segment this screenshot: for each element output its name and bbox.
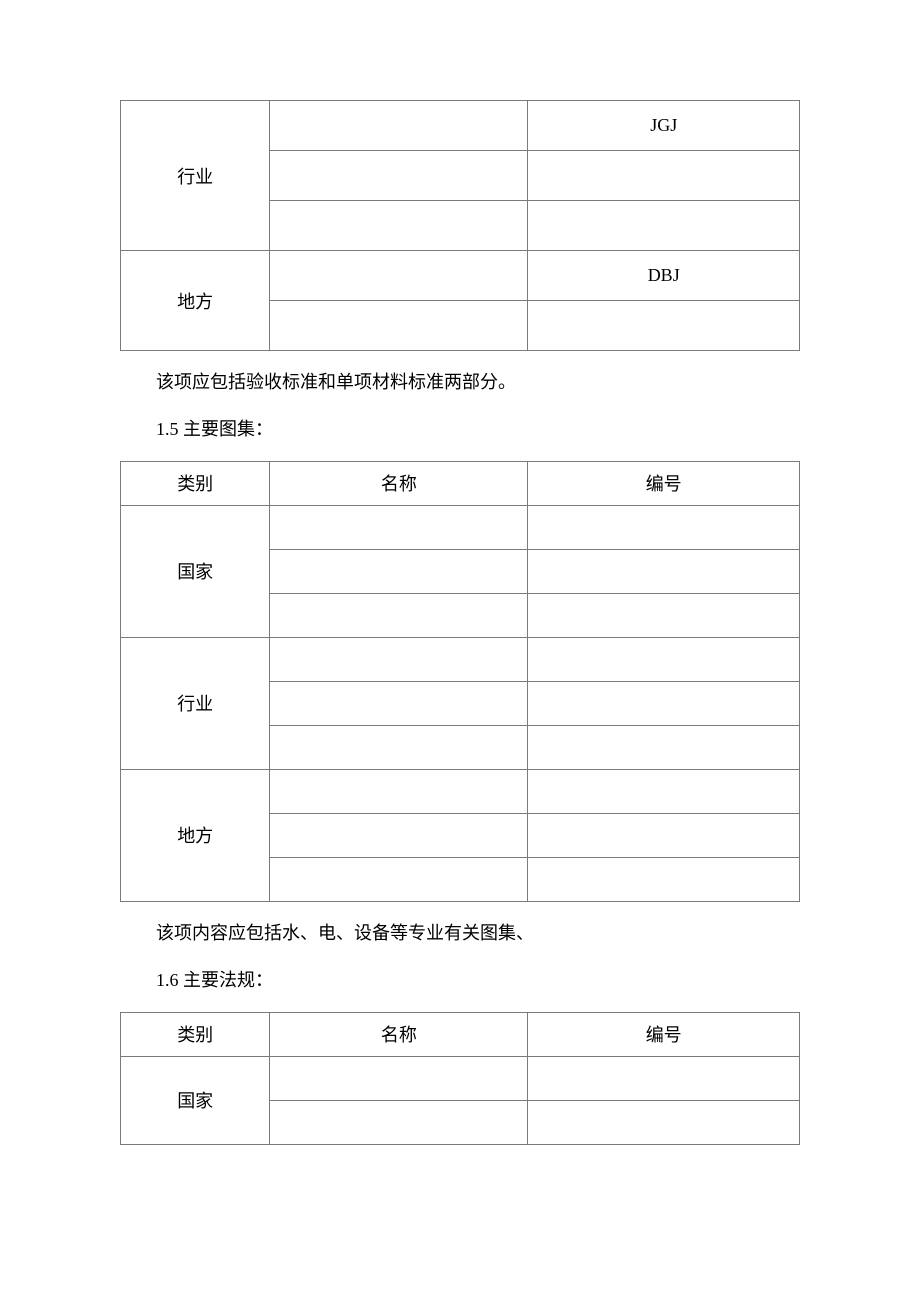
cell-category: 地方 <box>121 769 270 901</box>
table-atlas: 类别 名称 编号 国家 行业 地方 <box>120 461 800 902</box>
table-row: 行业 JGJ <box>121 101 800 151</box>
cell-number <box>528 725 800 769</box>
cell-name <box>270 857 528 901</box>
cell-name <box>270 201 528 251</box>
cell-number <box>528 151 800 201</box>
cell-name <box>270 681 528 725</box>
table-row: 国家 <box>121 505 800 549</box>
cell-name <box>270 1100 528 1144</box>
cell-number: DBJ <box>528 251 800 301</box>
cell-category: 行业 <box>121 637 270 769</box>
cell-name <box>270 549 528 593</box>
header-category: 类别 <box>121 1012 270 1056</box>
section-1-6-label: 1.6 主要法规： <box>120 964 800 996</box>
header-name: 名称 <box>270 461 528 505</box>
cell-name <box>270 593 528 637</box>
cell-category: 行业 <box>121 101 270 251</box>
cell-name <box>270 505 528 549</box>
cell-number <box>528 201 800 251</box>
cell-category: 地方 <box>121 251 270 351</box>
table-regulations: 类别 名称 编号 国家 <box>120 1012 800 1145</box>
cell-number <box>528 505 800 549</box>
cell-name <box>270 813 528 857</box>
table-header-row: 类别 名称 编号 <box>121 1012 800 1056</box>
cell-number <box>528 549 800 593</box>
cell-number <box>528 681 800 725</box>
cell-number <box>528 593 800 637</box>
table-standards-continued: 行业 JGJ 地方 DBJ <box>120 100 800 351</box>
header-category: 类别 <box>121 461 270 505</box>
cell-name <box>270 1056 528 1100</box>
cell-number <box>528 857 800 901</box>
cell-number: JGJ <box>528 101 800 151</box>
paragraph-note-2: 该项内容应包括水、电、设备等专业有关图集、 <box>120 917 800 949</box>
section-1-5-label: 1.5 主要图集： <box>120 413 800 445</box>
cell-name <box>270 251 528 301</box>
cell-category: 国家 <box>121 505 270 637</box>
cell-name <box>270 769 528 813</box>
table-header-row: 类别 名称 编号 <box>121 461 800 505</box>
cell-number <box>528 1100 800 1144</box>
table-row: 行业 <box>121 637 800 681</box>
table-row: 地方 <box>121 769 800 813</box>
cell-name <box>270 637 528 681</box>
header-name: 名称 <box>270 1012 528 1056</box>
cell-number <box>528 813 800 857</box>
cell-number <box>528 637 800 681</box>
cell-category: 国家 <box>121 1056 270 1144</box>
table-row: 地方 DBJ <box>121 251 800 301</box>
cell-name <box>270 101 528 151</box>
cell-name <box>270 301 528 351</box>
header-number: 编号 <box>528 1012 800 1056</box>
cell-number <box>528 1056 800 1100</box>
cell-number <box>528 769 800 813</box>
paragraph-note-1: 该项应包括验收标准和单项材料标准两部分。 <box>120 366 800 398</box>
cell-name <box>270 151 528 201</box>
cell-number <box>528 301 800 351</box>
cell-name <box>270 725 528 769</box>
table-row: 国家 <box>121 1056 800 1100</box>
header-number: 编号 <box>528 461 800 505</box>
